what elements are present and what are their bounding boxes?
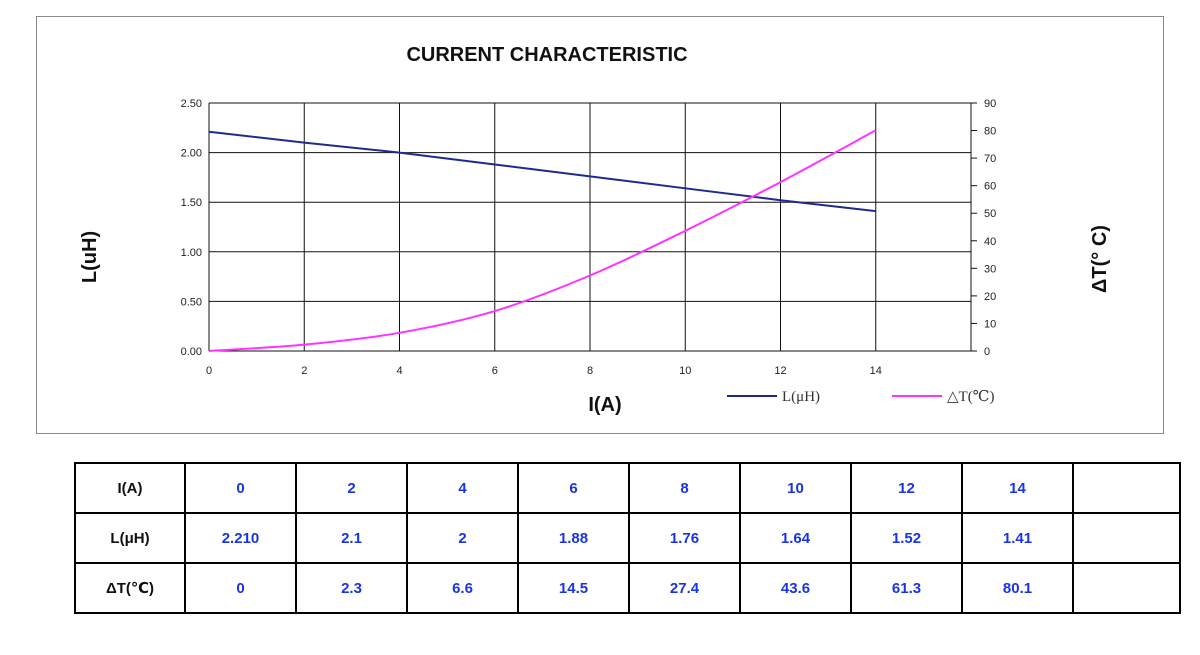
y-right-tick-label: 80 xyxy=(984,126,996,138)
y-right-tick-label: 50 xyxy=(984,208,996,220)
legend: L(μH) △T(℃) xyxy=(727,389,994,405)
table-cell: 80.1 xyxy=(961,562,1074,614)
y-axis-left-label: L(uH) xyxy=(79,231,101,283)
table-row: ΔT(℃) 0 2.3 6.6 14.5 27.4 43.6 61.3 80.1 xyxy=(74,562,1181,614)
series-line-dt xyxy=(208,129,877,352)
table-cell: 1.52 xyxy=(850,512,963,564)
table-cell: 0 xyxy=(184,562,297,614)
y-right-tick-label: 60 xyxy=(984,181,996,193)
table-cell: 2.210 xyxy=(184,512,297,564)
table-cell: 2 xyxy=(406,512,519,564)
table-cell: 14.5 xyxy=(517,562,630,614)
axis-ticks: 0 2 4 6 8 10 12 14 0.00 0.50 1.00 1.50 2.00 2.50 0 10 20… xyxy=(181,98,997,377)
table-cell: 0 xyxy=(184,462,297,514)
table-cell: 6 xyxy=(517,462,630,514)
row-header: ΔT(℃) xyxy=(74,562,186,614)
y-right-tick-label: 70 xyxy=(984,153,996,165)
x-tick-label: 8 xyxy=(587,365,593,377)
x-tick-label: 14 xyxy=(870,365,882,377)
legend-label-dt: △T(℃) xyxy=(947,389,994,405)
y-left-tick-label: 0.00 xyxy=(181,346,202,358)
y-left-tick-label: 2.50 xyxy=(181,98,202,110)
x-tick-label: 12 xyxy=(774,365,786,377)
y-right-tick-label: 90 xyxy=(984,98,996,110)
y-right-tick-label: 30 xyxy=(984,263,996,275)
table-cell: 27.4 xyxy=(628,562,741,614)
y-right-tick-label: 10 xyxy=(984,318,996,330)
table-row: I(A) 0 2 4 6 8 10 12 14 xyxy=(74,462,1181,514)
table-cell: 2 xyxy=(295,462,408,514)
table-cell: 4 xyxy=(406,462,519,514)
table-cell xyxy=(1072,512,1181,564)
data-table: I(A) 0 2 4 6 8 10 12 14 L(μH) 2.210 2.1 2 1.88 1.76 1.6… xyxy=(74,462,1181,614)
table-row: L(μH) 2.210 2.1 2 1.88 1.76 1.64 1.52 1.41 xyxy=(74,512,1181,564)
y-left-tick-label: 1.50 xyxy=(181,197,202,209)
table-cell: 2.3 xyxy=(295,562,408,614)
x-tick-label: 10 xyxy=(679,365,691,377)
table-cell: 6.6 xyxy=(406,562,519,614)
chart-title: CURRENT CHARACTERISTIC xyxy=(406,44,687,66)
y-left-tick-label: 1.00 xyxy=(181,247,202,259)
y-left-tick-label: 0.50 xyxy=(181,296,202,308)
y-right-tick-label: 0 xyxy=(984,346,990,358)
table-cell: 1.88 xyxy=(517,512,630,564)
y-right-tick-label: 20 xyxy=(984,291,996,303)
table-cell: 10 xyxy=(739,462,852,514)
table-cell: 1.41 xyxy=(961,512,1074,564)
table-cell xyxy=(1072,562,1181,614)
table-cell: 8 xyxy=(628,462,741,514)
x-tick-label: 6 xyxy=(492,365,498,377)
x-tick-label: 2 xyxy=(301,365,307,377)
x-tick-label: 0 xyxy=(206,365,212,377)
table-cell xyxy=(1072,462,1181,514)
table-cell: 1.64 xyxy=(739,512,852,564)
current-characteristic-chart: CURRENT CHARACTERISTIC 0 2 4 6 8 10 12 14 0.00 0.… xyxy=(79,44,1111,416)
grid xyxy=(208,102,972,352)
y-left-tick-label: 2.00 xyxy=(181,148,202,160)
legend-label-l: L(μH) xyxy=(782,389,820,405)
row-header: I(A) xyxy=(74,462,186,514)
series-lines xyxy=(208,129,877,352)
table-cell: 2.1 xyxy=(295,512,408,564)
table-cell: 12 xyxy=(850,462,963,514)
series-line-l xyxy=(208,130,876,213)
chart-frame: CURRENT CHARACTERISTIC 0 2 4 6 8 10 12 14 0.00 0.… xyxy=(36,16,1164,434)
y-axis-right-label: ΔT(° C) xyxy=(1089,225,1111,293)
table-cell: 61.3 xyxy=(850,562,963,614)
row-header: L(μH) xyxy=(74,512,186,564)
x-axis-label: I(A) xyxy=(588,394,621,416)
table-cell: 1.76 xyxy=(628,512,741,564)
table-cell: 14 xyxy=(961,462,1074,514)
table-cell: 43.6 xyxy=(739,562,852,614)
y-right-tick-label: 40 xyxy=(984,236,996,248)
x-tick-label: 4 xyxy=(396,365,402,377)
